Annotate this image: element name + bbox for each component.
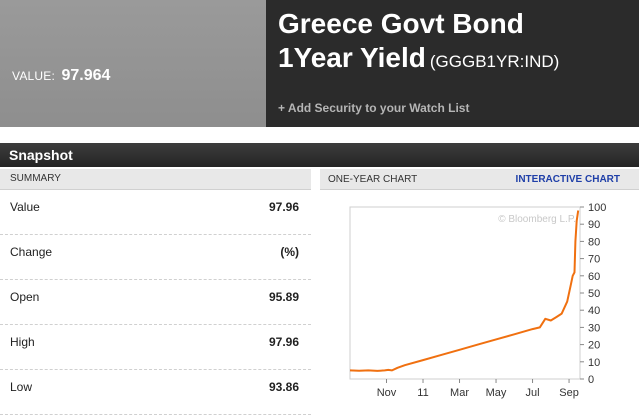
y-tick-label: 20 (588, 340, 600, 352)
security-header: Greece Govt Bond 1Year Yield (GGGB1YR:IND… (266, 0, 639, 127)
row-value: 97.96 (268, 200, 299, 214)
y-tick-label: 50 (588, 288, 600, 300)
yield-series-line (349, 210, 580, 372)
interactive-chart-link[interactable]: INTERACTIVE CHART (515, 174, 620, 185)
value-number: 97.964 (61, 67, 111, 84)
summary-row-open: Open 95.89 (0, 280, 311, 325)
snapshot-bar: Snapshot (0, 143, 639, 167)
one-year-chart-panel: ONE-YEAR CHART INTERACTIVE CHART © Bloom… (320, 169, 639, 402)
row-value: 95.89 (268, 290, 299, 304)
y-tick-label: 60 (588, 271, 600, 283)
x-tick-label: 11 (417, 387, 428, 399)
summary-row-high: High 97.96 (0, 325, 311, 370)
row-label: Value (10, 200, 40, 214)
y-tick-label: 80 (588, 236, 600, 248)
y-tick-label: 90 (588, 219, 600, 231)
y-tick-label: 100 (588, 202, 606, 214)
security-title-line2: 1Year Yield (GGGB1YR:IND) (278, 42, 559, 78)
y-tick-label: 10 (588, 357, 600, 369)
summary-row-low: Low 93.86 (0, 370, 311, 415)
summary-row-value: Value 97.96 (0, 190, 311, 235)
row-label: Change (10, 245, 53, 259)
y-tick-label: 40 (588, 305, 600, 317)
y-tick-label: 30 (588, 322, 600, 334)
yield-line-chart: © Bloomberg L.P. 0 10 20 30 40 50 60 70 80 90 100 No… (349, 202, 606, 399)
chart-title: ONE-YEAR CHART (328, 174, 418, 185)
y-tick-label: 70 (588, 254, 600, 266)
plot-frame (349, 206, 581, 380)
row-value: 93.86 (268, 380, 299, 394)
chart-header: ONE-YEAR CHART INTERACTIVE CHART (320, 169, 639, 190)
y-tick-label: 0 (588, 374, 594, 386)
row-label: High (10, 335, 35, 349)
x-tick-label: Nov (377, 387, 397, 399)
summary-table: SUMMARY Value 97.96 Change (%) Open 95.8… (0, 169, 311, 415)
row-label: Low (10, 380, 33, 394)
row-value: 97.96 (268, 335, 299, 349)
ticker-symbol: (GGGB1YR:IND) (429, 52, 560, 71)
bloomberg-watermark: © Bloomberg L.P. (498, 214, 576, 225)
x-tick-label: Mar (450, 387, 469, 399)
row-value: (%) (280, 245, 299, 259)
x-tick-label: Sep (559, 387, 579, 399)
x-tick-label: Jul (526, 387, 540, 399)
row-label: Open (10, 290, 40, 304)
value-display: VALUE: 97.964 (12, 67, 110, 85)
snapshot-title: Snapshot (9, 147, 73, 163)
value-panel: VALUE: 97.964 (0, 0, 266, 127)
security-title-text: 1Year Yield (278, 42, 426, 73)
value-label: VALUE: (12, 69, 55, 83)
summary-header: SUMMARY (0, 169, 311, 190)
security-title-line1: Greece Govt Bond (278, 8, 524, 39)
add-watchlist-link[interactable]: + Add Security to your Watch List (278, 101, 470, 115)
x-tick-label: May (486, 387, 507, 399)
summary-row-change: Change (%) (0, 235, 311, 280)
